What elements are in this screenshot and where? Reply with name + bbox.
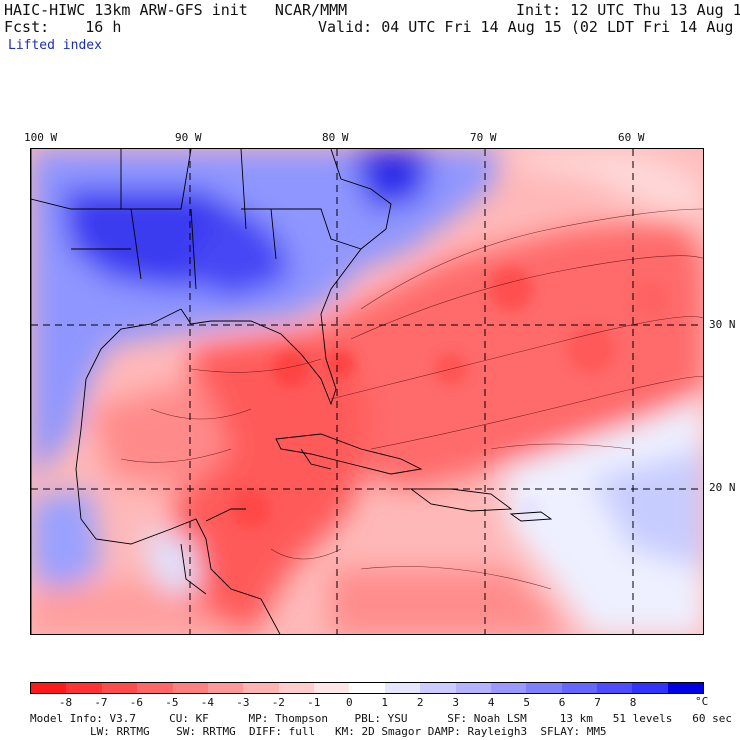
colorbar-swatch — [526, 683, 562, 693]
colorbar-unit: °C — [695, 695, 709, 708]
lat-label-20n: 20 N — [709, 481, 736, 494]
model-info-line1: Model Info: V3.7 CU: KF MP: Thompson PBL… — [30, 712, 732, 725]
lon-label-80w: 80 W — [322, 131, 349, 144]
colorbar-ticks: -8 -7 -6 -5 -4 -3 -2 -1 0 1 2 3 4 5 6 7 8 — [30, 696, 704, 710]
colorbar-swatch — [667, 683, 704, 693]
field-name: Lifted index — [8, 38, 102, 53]
colorbar-tick-label: -8 — [58, 696, 73, 709]
colorbar-swatch — [278, 683, 314, 693]
colorbar-swatch — [172, 683, 208, 693]
colorbar-swatch — [207, 683, 244, 693]
colorbar-swatch — [561, 683, 597, 693]
map-canvas — [31, 149, 703, 634]
lon-label-90w: 90 W — [175, 131, 202, 144]
colorbar-swatch — [66, 683, 102, 693]
colorbar-swatch — [420, 683, 456, 693]
lon-label-60w: 60 W — [618, 131, 645, 144]
colorbar-tick-label: -2 — [271, 696, 285, 709]
colorbar-swatch — [490, 683, 527, 693]
forecast-hour: Fcst: 16 h — [4, 18, 122, 36]
colorbar-swatch — [314, 683, 350, 693]
colorbar-swatch — [137, 683, 173, 693]
colorbar-swatch — [455, 683, 491, 693]
colorbar-tick-label: -6 — [129, 696, 144, 709]
lat-label-30n: 30 N — [709, 318, 736, 331]
colorbar-tick-label: 0 — [345, 696, 353, 709]
colorbar-tick-label: 4 — [487, 696, 495, 709]
colorbar-swatch — [31, 683, 67, 693]
colorbar-swatch — [101, 683, 138, 693]
lifted-index-map — [30, 148, 704, 635]
colorbar-swatch — [632, 683, 668, 693]
colorbar-tick-label: 5 — [523, 696, 530, 709]
model-info-line2: LW: RRTMG SW: RRTMG DIFF: full KM: 2D Sm… — [90, 725, 607, 738]
colorbar-tick-label: -3 — [236, 696, 250, 709]
model-title: HAIC-HIWC 13km ARW-GFS init NCAR/MMM — [4, 1, 348, 19]
colorbar-tick-label: -4 — [200, 696, 214, 709]
colorbar-tick-label: -5 — [165, 696, 179, 709]
colorbar-tick-label: 2 — [416, 696, 424, 709]
valid-time: Valid: 04 UTC Fri 14 Aug 15 (02 LDT Fri … — [318, 18, 740, 36]
colorbar-tick-label: -7 — [94, 696, 108, 709]
lon-label-70w: 70 W — [470, 131, 497, 144]
lon-label-100w: 100 W — [24, 131, 58, 144]
colorbar-swatch — [349, 683, 385, 693]
colorbar-swatch — [597, 683, 633, 693]
colorbar-swatch — [243, 683, 279, 693]
colorbar-tick-label: 1 — [381, 696, 389, 709]
init-time: Init: 12 UTC Thu 13 Aug 15 — [516, 1, 740, 19]
colorbar-tick-label: 6 — [558, 696, 566, 709]
colorbar-swatch — [384, 683, 421, 693]
colorbar-tick-label: 3 — [452, 696, 459, 709]
colorbar — [30, 682, 704, 694]
colorbar-tick-label: 7 — [594, 696, 601, 709]
colorbar-tick-label: 8 — [629, 696, 637, 709]
colorbar-tick-label: -1 — [307, 696, 321, 709]
